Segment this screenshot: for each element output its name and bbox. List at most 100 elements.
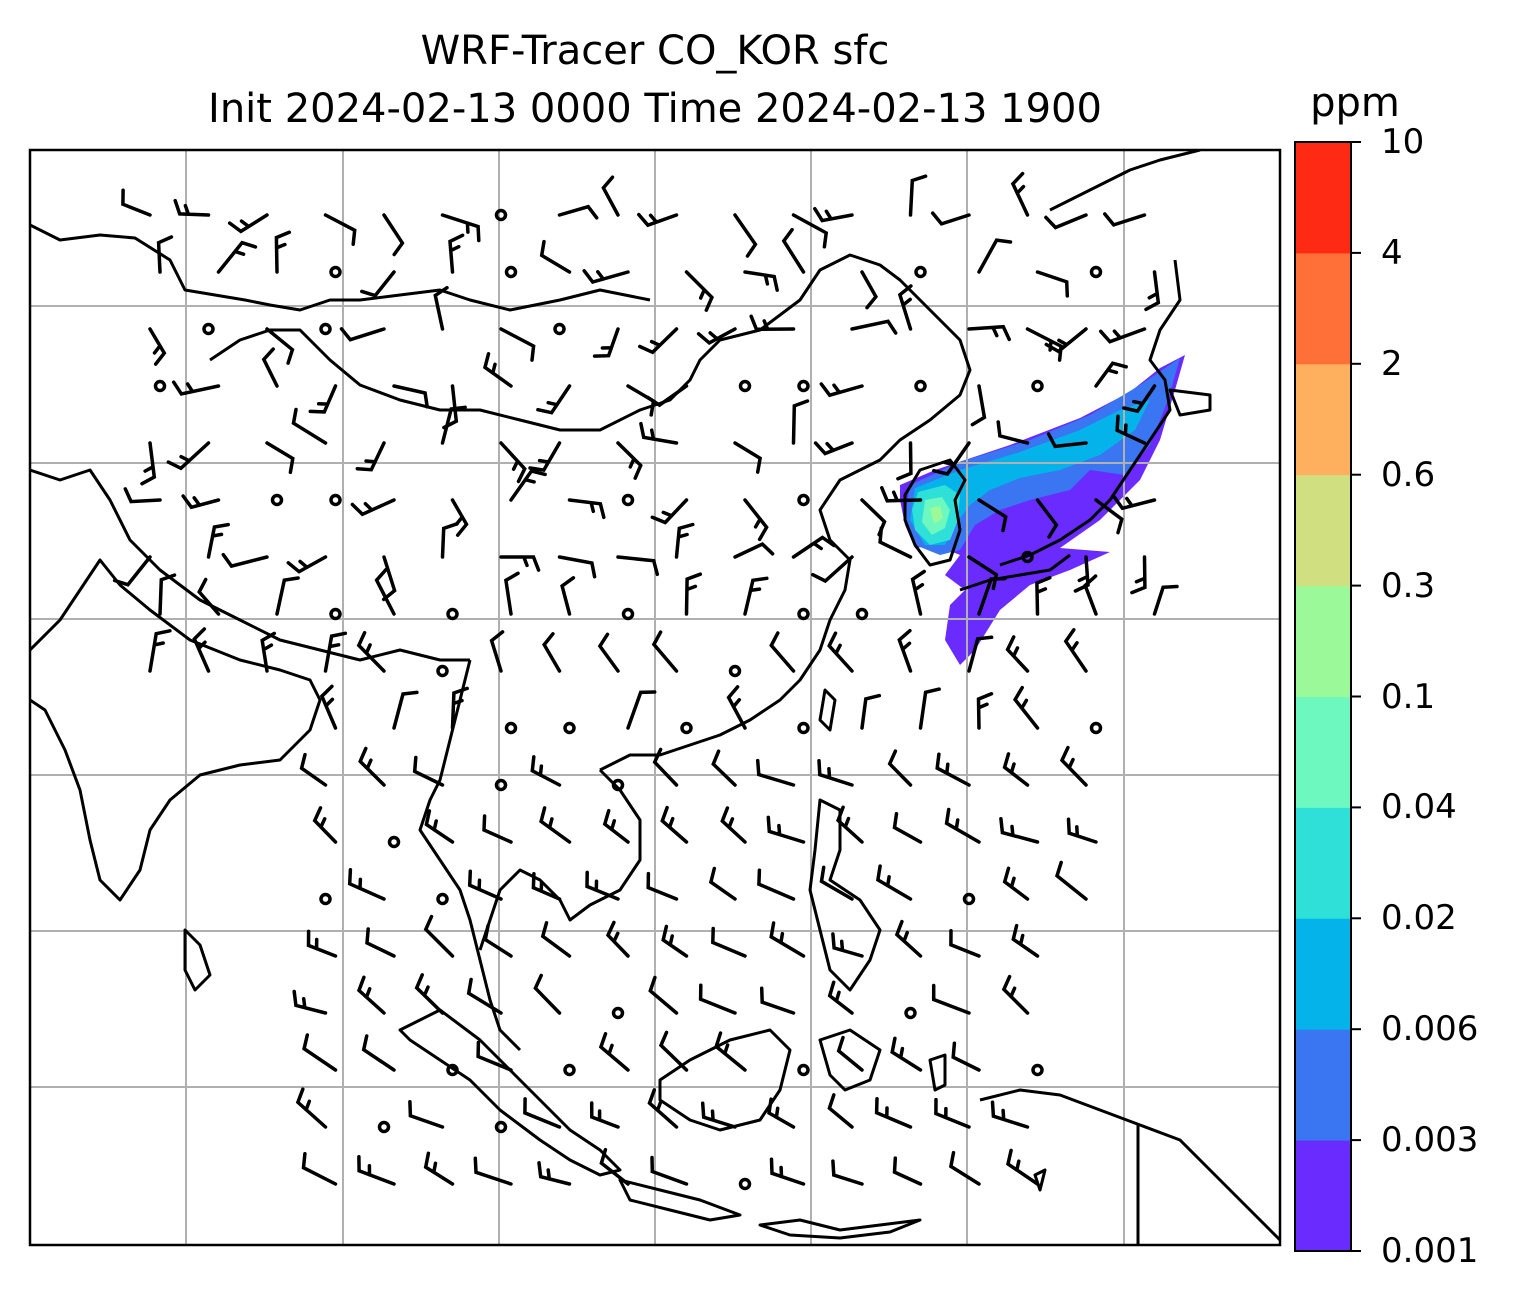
wind-barb — [356, 630, 386, 673]
colorbar-segment — [1295, 142, 1351, 254]
wind-barb — [1035, 498, 1059, 539]
wind-barb — [347, 868, 386, 901]
wind-barb — [360, 270, 396, 298]
wind-barb — [700, 1101, 737, 1129]
wind-barb — [650, 498, 689, 525]
calm-wind-marker — [202, 322, 215, 336]
wind-barb — [171, 380, 221, 396]
wind-barb — [819, 865, 854, 901]
colorbar-tick-label: 0.6 — [1381, 454, 1436, 495]
wind-barb — [648, 975, 679, 1015]
wind-barb — [598, 1032, 630, 1072]
wind-barb — [206, 522, 230, 559]
wind-barb — [295, 1087, 328, 1129]
wind-barb — [274, 230, 292, 274]
wind-barb — [934, 1097, 971, 1129]
wind-barb — [1122, 384, 1157, 414]
wind-barb — [292, 989, 328, 1015]
wind-barb — [302, 1033, 338, 1072]
wind-barb — [827, 980, 854, 1015]
wind-barb — [1010, 171, 1030, 217]
wind-barb — [769, 1157, 806, 1186]
wind-barb — [166, 441, 211, 471]
calm-wind-marker — [329, 493, 342, 507]
wind-barb — [811, 555, 854, 584]
wind-barb — [1115, 414, 1147, 445]
wind-barb — [408, 1100, 445, 1129]
wind-barb — [880, 486, 923, 503]
wind-barb — [1002, 866, 1030, 901]
wind-barb — [1083, 574, 1098, 616]
wind-barb — [726, 685, 747, 730]
calm-wind-marker — [504, 265, 518, 279]
wind-barb — [412, 755, 445, 787]
calm-wind-marker — [914, 265, 927, 279]
wind-barb — [651, 630, 679, 673]
wind-barb — [1044, 213, 1088, 230]
wind-barb — [698, 983, 737, 1015]
wind-barb — [357, 1155, 396, 1186]
wind-barb — [1059, 745, 1088, 787]
wind-barb — [977, 498, 1008, 533]
calm-wind-marker — [329, 607, 342, 621]
wind-barb — [156, 235, 174, 274]
wind-barb — [592, 327, 620, 358]
wind-barb — [1152, 584, 1179, 616]
wind-barb — [499, 327, 536, 362]
wind-barb — [935, 752, 971, 787]
wind-barb — [602, 808, 630, 844]
calm-wind-marker — [797, 493, 810, 507]
wind-barb — [743, 270, 779, 292]
wind-barb — [836, 805, 864, 844]
calm-wind-marker — [319, 322, 332, 336]
wind-barb — [308, 384, 338, 414]
colorbar-tick-label: 0.001 — [1381, 1231, 1479, 1271]
wind-barb — [440, 405, 467, 445]
wind-barb — [887, 749, 913, 787]
wind-barb — [646, 871, 679, 901]
wind-barb — [708, 866, 737, 901]
wind-barb — [850, 319, 898, 335]
colorbar-segment — [1295, 807, 1351, 919]
wind-barb — [976, 692, 994, 730]
calm-wind-marker — [680, 721, 693, 735]
calm-wind-marker — [270, 493, 284, 507]
wind-barb — [908, 174, 928, 217]
wind-barb — [990, 1100, 1030, 1129]
calm-wind-marker — [494, 1120, 508, 1134]
wind-barb — [696, 327, 737, 346]
colorbar-segment — [1295, 252, 1351, 365]
map-title-line2: Init 2024-02-13 0000 Time 2024-02-13 190… — [208, 86, 1102, 132]
wind-barb — [483, 924, 513, 958]
colorbar-tick-label: 0.02 — [1381, 898, 1457, 939]
wind-barb — [197, 577, 221, 616]
wind-barb — [540, 921, 572, 958]
calm-wind-marker — [377, 1120, 391, 1134]
wind-barb — [918, 687, 941, 730]
wind-barb — [759, 986, 796, 1015]
tracer-plume-max — [930, 506, 943, 524]
wind-barb — [286, 555, 328, 574]
coastlines — [30, 150, 1280, 1245]
wind-barb — [930, 211, 971, 226]
wind-barb — [192, 627, 211, 673]
wind-barb — [414, 973, 445, 1015]
colorbar-unit: ppm — [1310, 80, 1400, 126]
wind-barbs — [112, 171, 1179, 1191]
wind-barb — [733, 542, 775, 559]
calm-wind-marker — [621, 493, 635, 507]
wind-barb — [733, 213, 758, 258]
wind-barb — [560, 576, 576, 616]
wind-barb — [860, 270, 879, 310]
wind-barb — [931, 983, 971, 1015]
wind-barb — [878, 526, 913, 559]
wind-barb — [1094, 498, 1124, 535]
wind-barb — [312, 806, 338, 844]
wind-barb — [227, 213, 269, 234]
wind-barb — [440, 522, 459, 559]
wind-barb — [1005, 635, 1030, 673]
wind-barb — [1011, 923, 1040, 958]
wind-barb — [123, 487, 162, 504]
calm-wind-marker — [904, 1006, 917, 1020]
